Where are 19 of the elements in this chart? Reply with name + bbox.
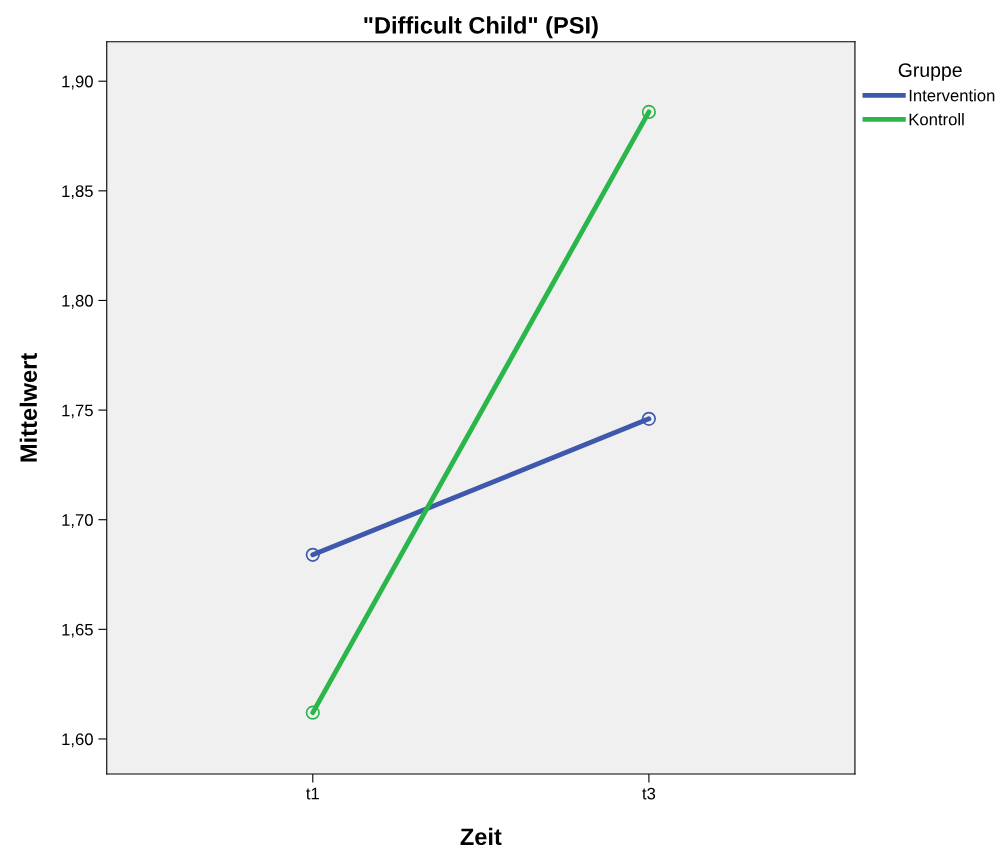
y-tick-label: 1,80 [62,294,93,309]
y-tick-label: 1,90 [62,75,93,90]
point [641,411,656,426]
point [305,547,320,562]
y-tick-label: 1,60 [62,733,93,748]
y-tick-label: 1,65 [62,623,93,638]
chart-title: "Difficult Child" (PSI) [364,16,598,39]
point [641,104,656,119]
legend-title: Gruppe [898,63,962,81]
y-tick-label: 1,70 [62,514,93,528]
x-tick-label: t3 [642,787,656,800]
legend-label: Kontroll [909,113,964,126]
point [305,705,320,720]
y-tick-label: 1,85 [62,185,93,200]
legend-label: Intervention [909,89,995,102]
y-axis-title: Mittelwert [19,353,37,462]
y-tick-label: 1,75 [62,404,93,419]
x-tick-label: t1 [306,787,319,800]
x-axis-title: Zeit [460,827,502,846]
